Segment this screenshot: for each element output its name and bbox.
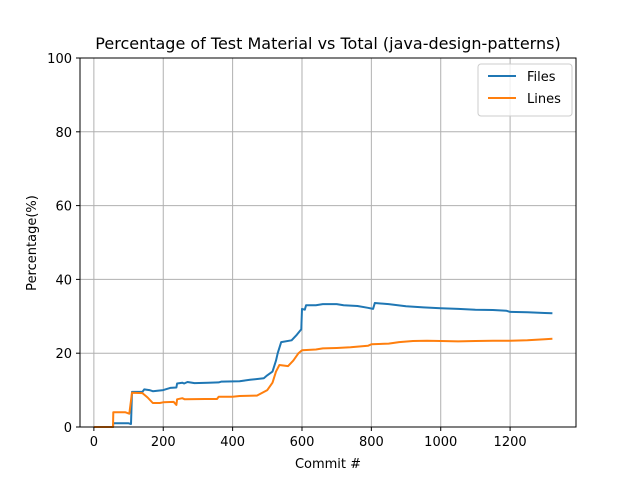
x-tick-label: 1000 xyxy=(424,435,457,450)
x-axis-label: Commit # xyxy=(295,457,361,472)
y-tick-label: 20 xyxy=(55,347,72,362)
x-tick-label: 200 xyxy=(151,435,176,450)
y-tick-label: 60 xyxy=(55,200,72,215)
y-axis-label: Percentage(%) xyxy=(25,195,40,291)
y-tick-label: 40 xyxy=(55,273,72,288)
y-tick-label: 0 xyxy=(64,421,72,436)
x-tick-label: 1200 xyxy=(494,435,527,450)
series-line-lines xyxy=(93,337,553,428)
legend-files-label: Files xyxy=(527,70,556,85)
x-tick-label: 800 xyxy=(359,435,384,450)
series-line-files xyxy=(93,302,553,428)
legend-lines-label: Lines xyxy=(527,92,561,107)
y-axis-ticks: 0 20 40 60 80 100 xyxy=(47,52,80,436)
series-lines xyxy=(93,302,553,428)
plot-frame xyxy=(79,57,577,428)
x-tick-label: 0 xyxy=(90,435,98,450)
y-tick-label: 100 xyxy=(47,52,72,67)
legend-box xyxy=(477,63,573,117)
legend: Files Lines xyxy=(477,63,573,117)
x-tick-label: 400 xyxy=(220,435,245,450)
x-axis-ticks: 0 200 400 600 800 1000 1200 xyxy=(90,427,527,450)
x-tick-label: 600 xyxy=(290,435,315,450)
y-tick-label: 80 xyxy=(55,126,72,141)
chart-title: Percentage of Test Material vs Total (ja… xyxy=(95,34,560,53)
